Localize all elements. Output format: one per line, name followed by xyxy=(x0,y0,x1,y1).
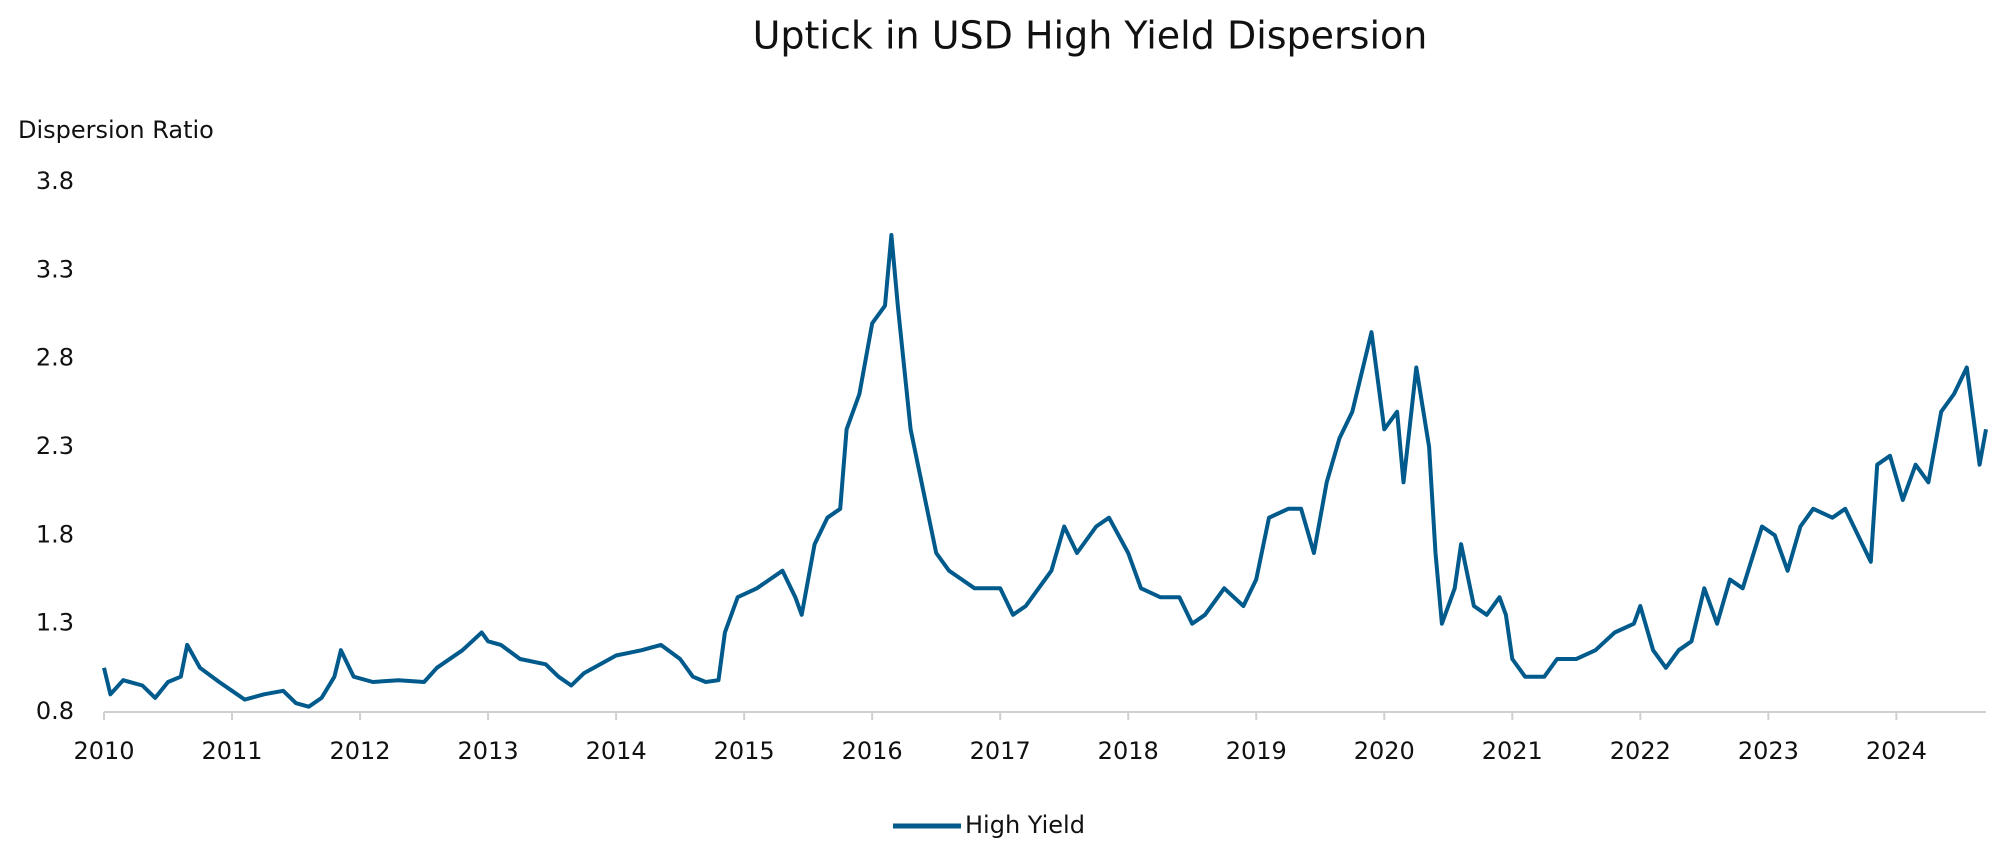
y-axis-label: Dispersion Ratio xyxy=(18,116,214,144)
x-tick-label: 2020 xyxy=(1354,737,1415,765)
x-tick-label: 2012 xyxy=(330,737,391,765)
x-tick-label: 2021 xyxy=(1482,737,1543,765)
x-tick-label: 2024 xyxy=(1866,737,1927,765)
y-tick-label: 1.8 xyxy=(36,520,74,548)
y-tick-label: 1.3 xyxy=(36,609,74,637)
y-tick-label: 3.8 xyxy=(36,167,74,195)
x-tick-label: 2022 xyxy=(1610,737,1671,765)
x-tick-label: 2011 xyxy=(201,737,262,765)
y-tick-label: 2.8 xyxy=(36,344,74,372)
x-tick-label: 2023 xyxy=(1738,737,1799,765)
x-tick-label: 2018 xyxy=(1098,737,1159,765)
y-tick-label: 2.3 xyxy=(36,432,74,460)
x-tick-label: 2017 xyxy=(970,737,1031,765)
line xyxy=(102,233,1988,709)
x-tick-label: 2013 xyxy=(458,737,519,765)
legend-label: High Yield xyxy=(965,811,1085,839)
x-tick-label: 2016 xyxy=(842,737,903,765)
y-tick-label: 3.3 xyxy=(36,255,74,283)
x-tick-label: 2010 xyxy=(73,737,134,765)
x-tick-label: 2019 xyxy=(1226,737,1287,765)
x-tick-label: 2015 xyxy=(714,737,775,765)
y-tick-label: 0.8 xyxy=(36,697,74,725)
chart-title: Uptick in USD High Yield Dispersion xyxy=(753,14,1428,58)
x-tick-label: 2014 xyxy=(586,737,647,765)
